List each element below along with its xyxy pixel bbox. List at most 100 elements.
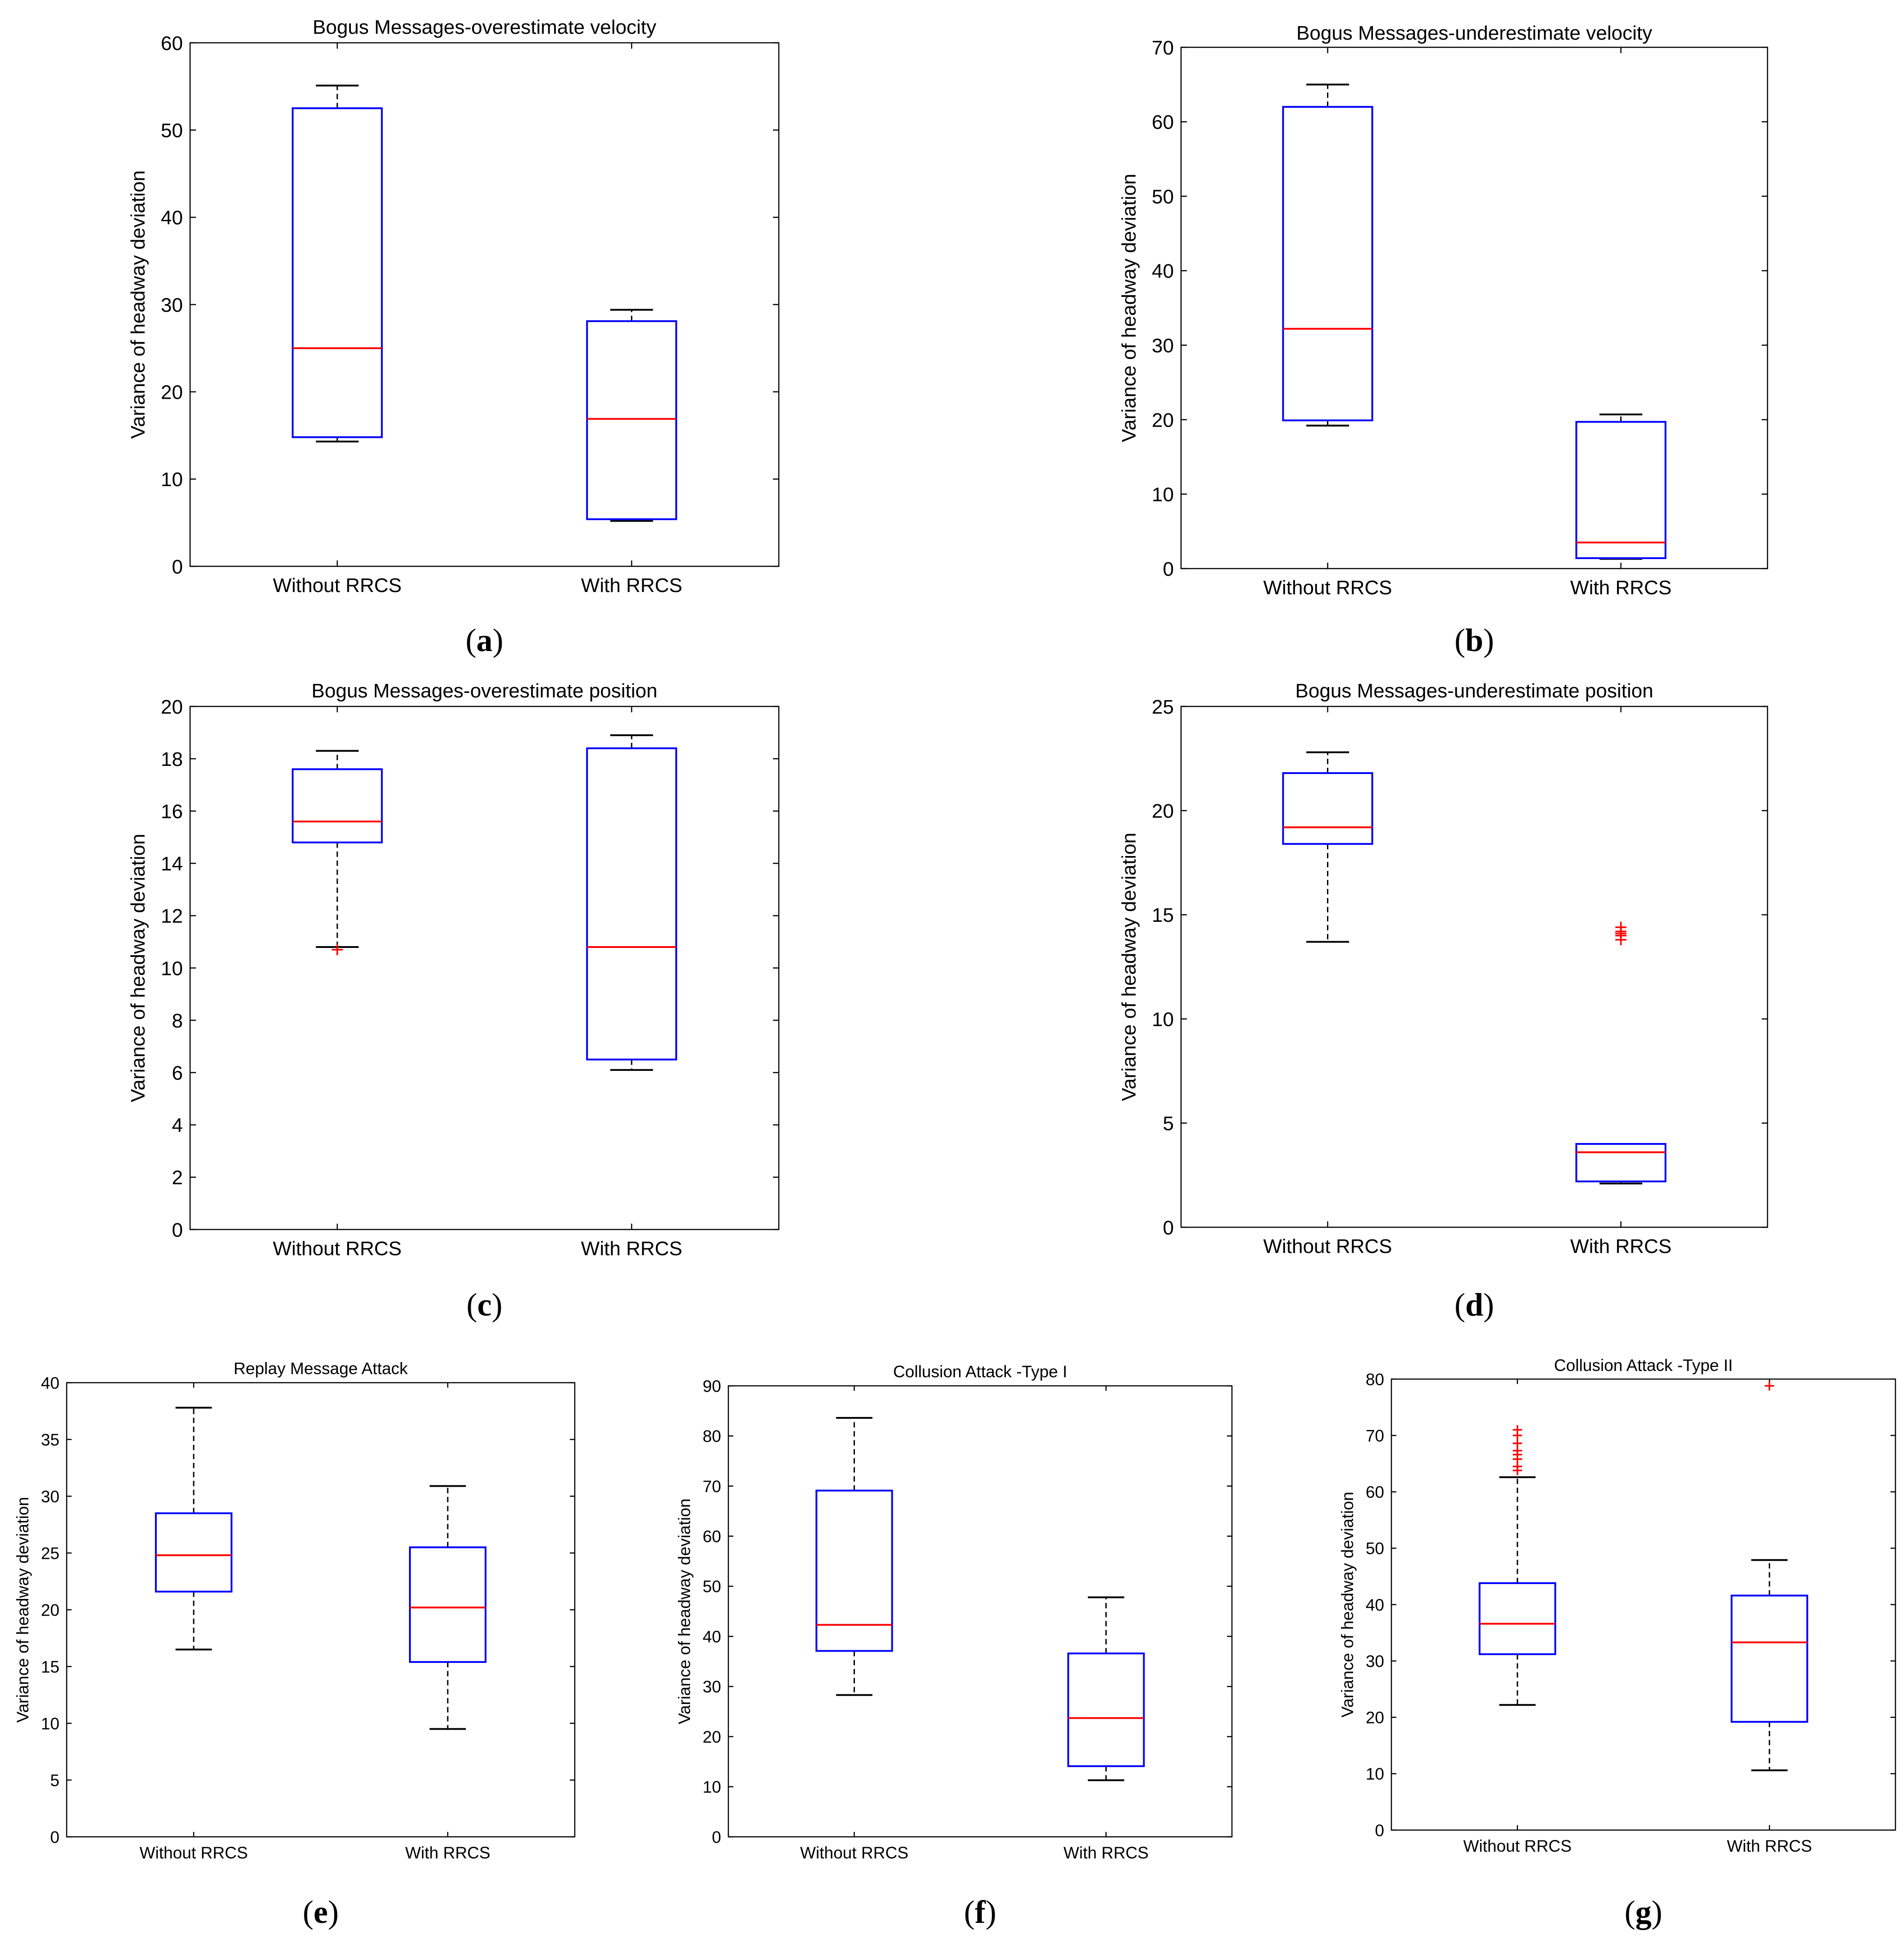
plot-frame [189, 706, 780, 1230]
y-tick-label: 20 [1152, 409, 1174, 431]
iqr-box [586, 320, 677, 520]
outlier-marker [1764, 1381, 1774, 1391]
y-tick-label: 40 [1152, 260, 1174, 282]
y-tick-label: 30 [1152, 335, 1174, 357]
y-tick-label: 40 [161, 207, 183, 229]
box-with-rrcs [586, 309, 677, 522]
y-tick-label: 60 [1152, 111, 1174, 133]
y-tick-label: 10 [1152, 1008, 1174, 1030]
chart-panel-b: Bogus Messages-underestimate velocity 0 10… [1118, 22, 1768, 658]
box-without-rrcs [1282, 83, 1373, 427]
panel-label: (a) [466, 622, 504, 658]
chart-title: Bogus Messages-overestimate velocity [313, 16, 656, 38]
y-tick-label: 5 [1163, 1113, 1174, 1135]
outlier-marker [1513, 1439, 1522, 1448]
panel-label: (f) [964, 1894, 996, 1930]
y-tick-label: 20 [1152, 800, 1174, 822]
chart-panel-a: Bogus Messages-overestimate velocity 0 10 2… [127, 16, 780, 658]
iqr-box [1731, 1594, 1809, 1723]
box-without-rrcs [1478, 1425, 1556, 1706]
plot-frame [1391, 1378, 1896, 1831]
y-tick-label: 0 [172, 556, 183, 578]
plot-frame [1180, 46, 1768, 569]
y-tick-label: 25 [41, 1544, 59, 1562]
iqr-box [815, 1489, 893, 1652]
y-tick-label: 60 [1366, 1483, 1384, 1502]
y-tick-label: 60 [703, 1527, 721, 1546]
box-without-rrcs [155, 1407, 232, 1651]
y-tick-label: 90 [703, 1377, 721, 1395]
chart-panel-c: Bogus Messages-overestimate position 0 2 4 6… [127, 680, 780, 1323]
y-tick-label: 50 [1152, 186, 1174, 208]
y-tick-label: 70 [1152, 37, 1174, 59]
y-tick-label: 18 [161, 748, 183, 770]
y-tick-label: 20 [703, 1728, 721, 1746]
y-tick-label: 20 [41, 1601, 59, 1619]
y-tick-label: 15 [1152, 904, 1174, 926]
y-axis-label: Variance of headway deviation [1118, 173, 1140, 442]
x-tick-label: With RRCS [1570, 1235, 1672, 1257]
box-with-rrcs [1575, 921, 1667, 1184]
panel-letter: f [975, 1894, 986, 1930]
iqr-box [155, 1512, 232, 1593]
x-tick-label: Without RRCS [1463, 1837, 1572, 1855]
iqr-box [1478, 1582, 1556, 1655]
x-tick-label: Without RRCS [1263, 577, 1392, 599]
y-tick-label: 4 [172, 1115, 183, 1137]
iqr-box [1282, 772, 1373, 845]
chart-panel-g: Collusion Attack -Type II 0 10 20 30 40 50 60 70… [1338, 1356, 1896, 1930]
box-with-rrcs [1731, 1381, 1809, 1772]
y-axis-label: Variance of headway deviation [127, 833, 149, 1102]
chart-panel-f: Collusion Attack -Type I 0 10 20 30 40 50 60 70 8… [675, 1362, 1233, 1930]
x-tick-label: Without RRCS [140, 1844, 248, 1862]
x-tick-label: Without RRCS [273, 1238, 402, 1260]
y-tick-label: 0 [172, 1219, 183, 1241]
y-axis-label: Variance of headway deviation [1338, 1492, 1357, 1717]
y-tick-label: 10 [161, 469, 183, 491]
box-with-rrcs [1067, 1596, 1145, 1781]
plot-frame [1180, 706, 1768, 1228]
y-tick-label: 80 [1366, 1370, 1384, 1389]
panel-label: (e) [303, 1894, 339, 1930]
y-tick-label: 10 [1366, 1765, 1384, 1783]
y-tick-label: 10 [703, 1778, 721, 1796]
chart-title: Bogus Messages-underestimate position [1295, 680, 1654, 702]
x-tick-label: With RRCS [1727, 1837, 1812, 1855]
chart-title: Bogus Messages-underestimate velocity [1296, 22, 1652, 44]
y-tick-label: 50 [703, 1577, 721, 1596]
box-without-rrcs [291, 750, 383, 956]
box-without-rrcs [815, 1417, 893, 1696]
y-tick-label: 50 [1366, 1539, 1384, 1558]
iqr-box [1575, 421, 1667, 559]
box-with-rrcs [586, 734, 677, 1071]
panel-letter: b [1465, 622, 1483, 658]
x-tick-label: Without RRCS [273, 574, 402, 597]
y-tick-label: 12 [161, 905, 183, 927]
chart-title: Collusion Attack -Type II [1554, 1356, 1733, 1375]
x-tick-label: Without RRCS [1263, 1235, 1392, 1257]
y-tick-label: 2 [172, 1167, 183, 1189]
y-axis-label: Variance of headway deviation [14, 1497, 32, 1722]
iqr-box [586, 747, 677, 1061]
x-tick-label: With RRCS [405, 1844, 490, 1862]
y-tick-label: 25 [1152, 696, 1174, 718]
y-tick-label: 0 [1375, 1821, 1384, 1840]
chart-title: Collusion Attack -Type I [893, 1362, 1068, 1381]
y-tick-label: 40 [1366, 1596, 1384, 1614]
iqr-box [291, 768, 383, 843]
panel-letter: g [1636, 1894, 1652, 1930]
plot-frame [189, 42, 780, 567]
y-tick-label: 60 [161, 32, 183, 55]
y-tick-label: 40 [41, 1374, 59, 1392]
y-tick-label: 5 [50, 1771, 59, 1790]
iqr-box [291, 107, 383, 438]
panel-letter: d [1465, 1287, 1483, 1323]
box-without-rrcs [1282, 751, 1373, 943]
y-tick-label: 30 [161, 294, 183, 316]
y-tick-label: 30 [41, 1487, 59, 1506]
y-tick-label: 10 [1152, 484, 1174, 506]
y-axis-label: Variance of headway deviation [1118, 833, 1140, 1101]
iqr-box [1575, 1143, 1667, 1183]
iqr-box [1282, 106, 1373, 422]
